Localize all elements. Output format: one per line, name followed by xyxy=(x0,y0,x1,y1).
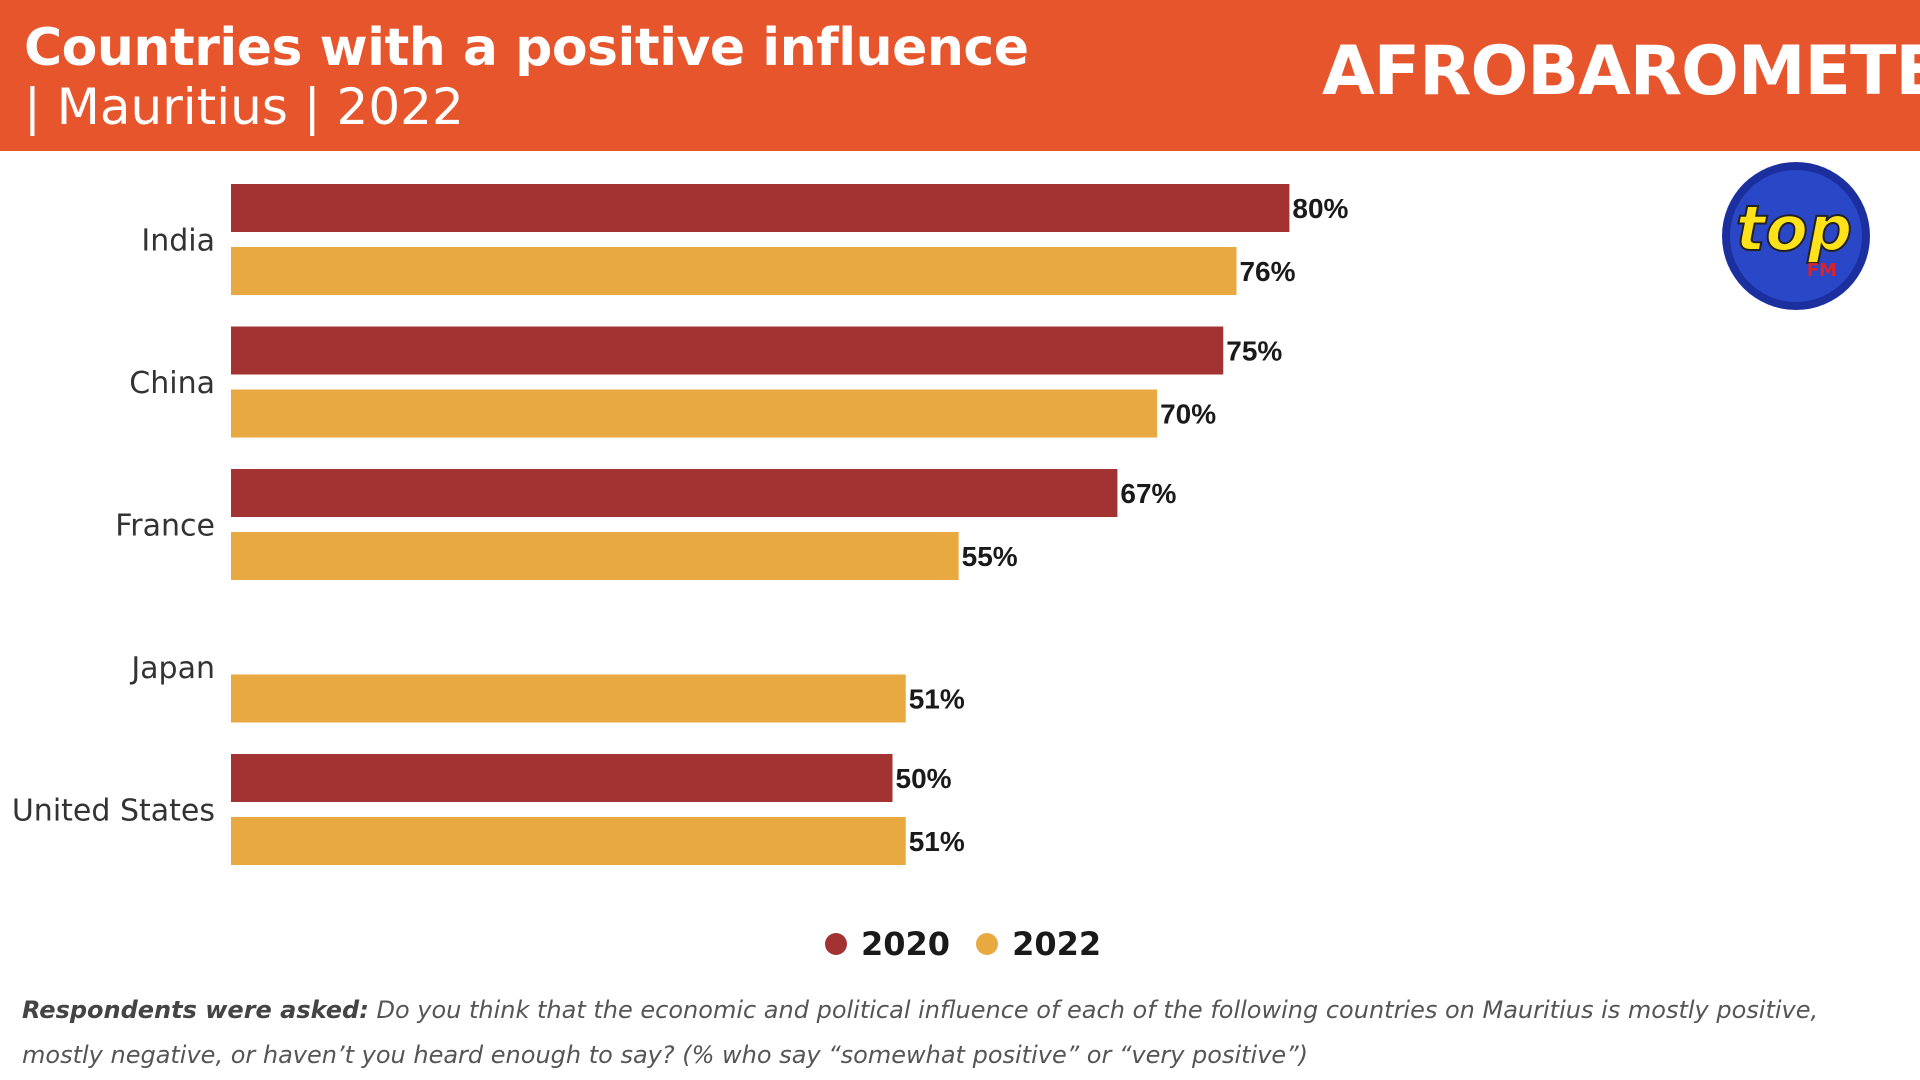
category-label-france: France xyxy=(115,509,215,544)
topfm-logo: top FM xyxy=(1722,162,1870,310)
legend-dot-2020 xyxy=(825,933,847,955)
footnote-text: Do you think that the economic and polit… xyxy=(22,996,1819,1069)
bar-chart: India 80% 76% China 75% 70% France 67% 55% Japan 5… xyxy=(12,184,1349,865)
category-label-japan: Japan xyxy=(129,651,215,686)
bar-china-2020 xyxy=(231,326,1224,375)
data-label-united-states-2022: 51% xyxy=(909,826,965,857)
header-banner: Countries with a positive influence | Ma… xyxy=(0,0,1920,151)
chart-title: Countries with a positive influence xyxy=(24,18,1029,78)
data-label-china-2020: 75% xyxy=(1226,336,1282,367)
legend-item-2022: 2022 xyxy=(976,925,1101,963)
legend-label-2022: 2022 xyxy=(1012,925,1102,963)
data-label-india-2022: 76% xyxy=(1239,256,1295,287)
bar-india-2022 xyxy=(231,247,1237,295)
bar-france-2022 xyxy=(231,532,959,580)
legend-item-2020: 2020 xyxy=(825,925,950,963)
category-label-china: China xyxy=(129,366,215,401)
data-label-united-states-2020: 50% xyxy=(896,763,952,794)
bar-united-states-2020 xyxy=(231,754,893,802)
topfm-logo-sub: FM xyxy=(1807,260,1837,281)
data-label-france-2020: 67% xyxy=(1120,478,1176,509)
afrobarometer-logo: AFROBAROMETER xyxy=(1322,32,1920,111)
data-label-india-2020: 80% xyxy=(1292,193,1348,224)
data-label-china-2022: 70% xyxy=(1160,399,1216,430)
bar-france-2020 xyxy=(231,469,1118,517)
legend-label-2020: 2020 xyxy=(861,925,951,963)
data-label-japan-2022: 51% xyxy=(909,684,965,715)
footnote: Respondents were asked: Do you think tha… xyxy=(22,988,1902,1078)
category-label-india: India xyxy=(141,224,215,259)
legend-dot-2022 xyxy=(976,933,999,955)
bar-united-states-2022 xyxy=(231,817,906,865)
chart-subtitle: | Mauritius | 2022 xyxy=(24,78,464,136)
chart-legend: 2020 2022 xyxy=(825,925,1127,963)
footnote-lead: Respondents were asked: xyxy=(22,996,369,1024)
data-label-france-2022: 55% xyxy=(962,541,1018,572)
bar-india-2020 xyxy=(231,184,1290,232)
topfm-logo-text: top xyxy=(1736,192,1853,265)
category-label-united-states: United States xyxy=(12,794,215,829)
bar-japan-2022 xyxy=(231,674,906,723)
bar-china-2022 xyxy=(231,389,1158,438)
